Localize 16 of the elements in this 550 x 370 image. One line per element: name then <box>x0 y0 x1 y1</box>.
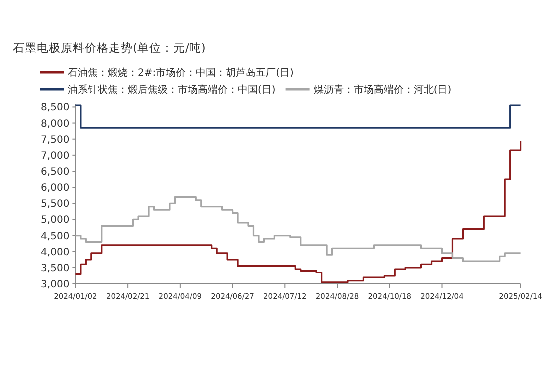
chart-title: 石墨电极原料价格走势(单位：元/吨) <box>13 41 206 55</box>
y-tick-label: 3,500 <box>41 263 70 274</box>
y-tick-label: 6,500 <box>41 167 70 178</box>
y-tick-label: 7,000 <box>41 150 70 162</box>
y-tick-label: 8,000 <box>41 118 70 130</box>
y-tick-label: 4,000 <box>41 247 70 258</box>
legend-label: 油系针状焦：煅后焦级：市场高端价：中国(日) <box>68 84 276 96</box>
y-tick-label: 5,000 <box>41 215 70 226</box>
y-tick-label: 4,500 <box>41 231 70 242</box>
y-tick-label: 3,000 <box>41 280 70 290</box>
y-tick-label: 7,500 <box>41 134 70 146</box>
y-tick-label: 6,000 <box>41 183 70 194</box>
legend-label: 石油焦：煅烧：2#:市场价：中国：胡芦岛五厂(日) <box>68 67 294 79</box>
y-tick-label: 5,500 <box>41 199 70 210</box>
y-tick-label: 8,500 <box>41 102 70 114</box>
legend-label: 煤沥青：市场高端价：河北(日) <box>314 84 452 96</box>
